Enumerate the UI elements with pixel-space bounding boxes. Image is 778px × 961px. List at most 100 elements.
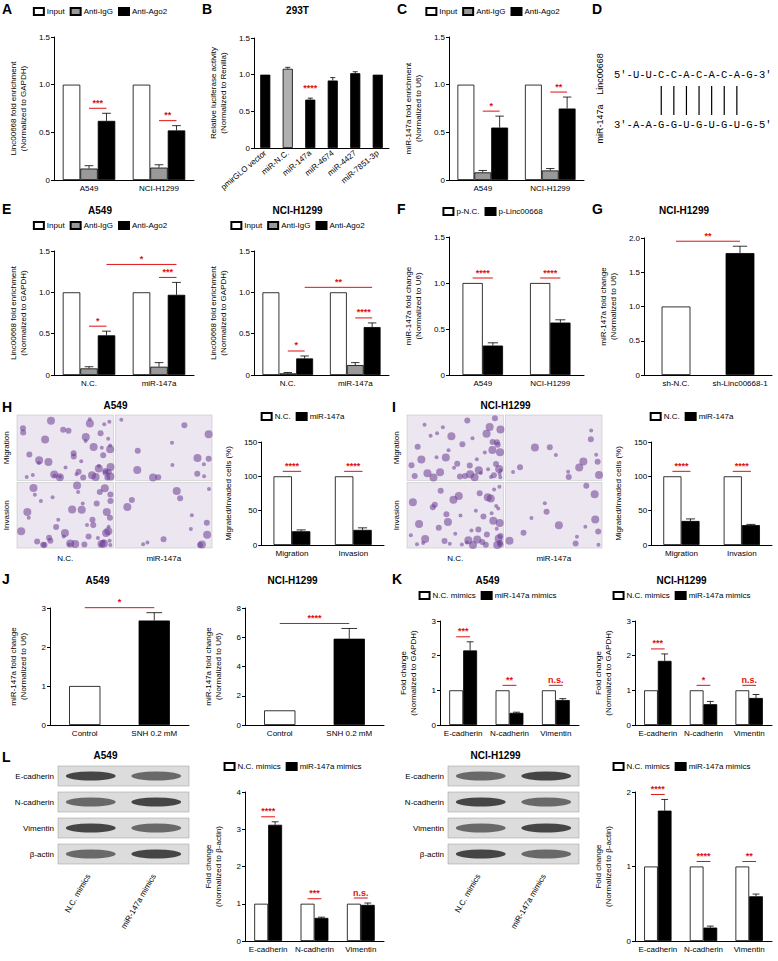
svg-text:SNH 0.2 mM: SNH 0.2 mM (131, 729, 177, 738)
svg-text:Vimentin: Vimentin (734, 729, 765, 738)
svg-text:2: 2 (627, 651, 632, 660)
svg-text:Input: Input (244, 221, 263, 230)
svg-text:n.s.: n.s. (548, 675, 564, 685)
svg-text:sh-N.C.: sh-N.C. (662, 379, 689, 388)
svg-text:0: 0 (246, 144, 251, 153)
svg-text:1.0: 1.0 (434, 279, 446, 288)
svg-text:E-cadherin: E-cadherin (638, 729, 677, 738)
svg-text:(Normalized to GAPDH): (Normalized to GAPDH) (604, 630, 613, 716)
svg-text:****: **** (261, 806, 276, 816)
svg-text:****: **** (476, 268, 491, 278)
svg-text:3: 3 (432, 617, 437, 626)
svg-text:1: 1 (42, 682, 47, 691)
svg-text:NCI-H1299: NCI-H1299 (480, 400, 530, 411)
svg-text:miR-147a fold enrichment: miR-147a fold enrichment (404, 62, 413, 154)
svg-text:****: **** (674, 461, 689, 471)
svg-text:miR-147a: miR-147a (338, 379, 373, 388)
svg-text:Anti-IgG: Anti-IgG (84, 7, 113, 16)
svg-text:(Normalized to GAPDH): (Normalized to GAPDH) (409, 630, 418, 716)
svg-text:N.C.: N.C. (275, 412, 291, 421)
svg-text:150: 150 (634, 438, 648, 447)
svg-text:****: **** (307, 613, 322, 623)
svg-text:miR-147a: miR-147a (142, 379, 177, 388)
svg-text:***: *** (653, 638, 664, 648)
svg-text:miR-147a fold change: miR-147a fold change (599, 267, 608, 346)
svg-text:*: * (96, 316, 100, 326)
svg-text:(Normalized to GAPDH): (Normalized to GAPDH) (219, 270, 228, 356)
svg-text:1.0: 1.0 (434, 80, 446, 89)
svg-text:NCI-H1299: NCI-H1299 (470, 750, 520, 761)
svg-text:**: ** (506, 675, 514, 685)
svg-text:*: * (140, 254, 144, 264)
svg-text:Anti-Ago2: Anti-Ago2 (330, 221, 366, 230)
svg-text:Linc00668 fold enrichment: Linc00668 fold enrichment (9, 265, 18, 360)
svg-text:3: 3 (627, 617, 632, 626)
svg-text:Fold change: Fold change (204, 844, 213, 889)
svg-text:β-actin: β-actin (420, 850, 444, 859)
svg-text:miR-147a mimics: miR-147a mimics (119, 873, 158, 931)
svg-text:A549: A549 (88, 205, 112, 216)
svg-text:***: *** (309, 888, 320, 898)
svg-text:Invasion: Invasion (727, 549, 757, 558)
svg-text:0.5: 0.5 (629, 336, 641, 345)
svg-text:0: 0 (237, 937, 242, 946)
svg-text:N-cadherin: N-cadherin (15, 798, 54, 807)
svg-text:N.C. mimics: N.C. mimics (627, 591, 670, 600)
svg-text:(Normalized to β-actin): (Normalized to β-actin) (214, 826, 223, 907)
svg-text:1.0: 1.0 (239, 288, 251, 297)
svg-text:0.5: 0.5 (39, 329, 51, 338)
svg-text:Fold change: Fold change (594, 844, 603, 889)
svg-text:**: ** (335, 277, 343, 287)
svg-text:0: 0 (441, 176, 446, 185)
svg-text:miR-147a fold change: miR-147a fold change (204, 627, 213, 706)
svg-text:*: * (294, 340, 298, 350)
svg-text:*: * (118, 597, 122, 607)
svg-text:β-actin: β-actin (30, 850, 54, 859)
svg-text:1.5: 1.5 (434, 33, 446, 42)
svg-text:(Normalized to U6): (Normalized to U6) (214, 633, 223, 700)
svg-text:Migration: Migration (665, 549, 698, 558)
svg-text:NCI-H1299: NCI-H1299 (530, 184, 571, 193)
svg-text:A549: A549 (473, 379, 492, 388)
svg-text:0: 0 (46, 176, 51, 185)
svg-text:Relative luciferase activity: Relative luciferase activity (209, 47, 218, 139)
svg-text:3: 3 (42, 604, 47, 613)
svg-text:**: ** (705, 231, 713, 241)
svg-text:293T: 293T (286, 5, 309, 16)
svg-text:Migration: Migration (2, 431, 11, 464)
svg-text:****: **** (735, 461, 750, 471)
svg-text:0: 0 (636, 371, 641, 380)
svg-text:Invasion: Invasion (2, 500, 11, 530)
svg-text:N.C. mimics: N.C. mimics (63, 873, 92, 915)
svg-text:(Normalized to U6): (Normalized to U6) (19, 633, 28, 700)
svg-text:Control: Control (72, 729, 98, 738)
svg-text:A549: A549 (86, 575, 110, 586)
svg-text:Vimentin: Vimentin (413, 824, 444, 833)
svg-text:Migration: Migration (392, 431, 401, 464)
svg-text:Migration: Migration (275, 549, 308, 558)
svg-text:*: * (702, 675, 706, 685)
svg-text:150: 150 (244, 438, 258, 447)
svg-text:****: **** (346, 461, 361, 471)
svg-text:0: 0 (643, 541, 648, 550)
svg-text:0.5: 0.5 (39, 128, 51, 137)
svg-text:1.5: 1.5 (39, 247, 51, 256)
svg-text:miR-147a: miR-147a (536, 554, 571, 563)
svg-text:4: 4 (237, 662, 242, 671)
svg-text:Anti-IgG: Anti-IgG (84, 221, 113, 230)
svg-text:4: 4 (237, 788, 242, 797)
svg-text:(Normalized to β-actin): (Normalized to β-actin) (604, 826, 613, 907)
svg-text:****: **** (303, 83, 318, 93)
svg-text:E-cadherin: E-cadherin (405, 772, 444, 781)
svg-text:N.C. mimics: N.C. mimics (433, 591, 476, 600)
svg-text:1.0: 1.0 (239, 70, 251, 79)
svg-text:Fold change: Fold change (399, 650, 408, 695)
svg-text:miR-147a mimics: miR-147a mimics (495, 591, 557, 600)
svg-text:Linc00668: Linc00668 (595, 53, 605, 95)
svg-text:2: 2 (42, 643, 47, 652)
svg-text:2: 2 (237, 862, 242, 871)
svg-text:****: **** (357, 307, 372, 317)
svg-text:3'-A-A-G-G-U-G-U-G-U-G-5': 3'-A-A-G-G-U-G-U-G-U-G-5' (614, 119, 772, 131)
svg-text:8: 8 (237, 604, 242, 613)
svg-text:0: 0 (237, 721, 242, 730)
